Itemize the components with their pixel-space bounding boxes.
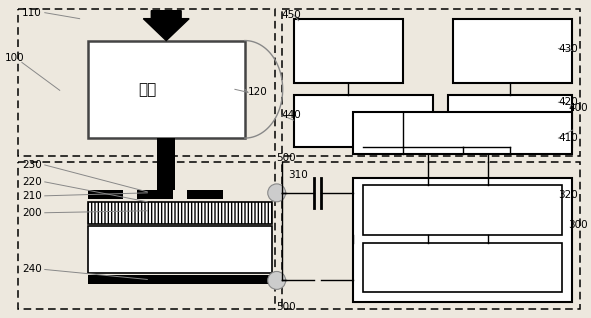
Text: 420: 420 (558, 97, 578, 107)
Text: 500: 500 (276, 302, 296, 312)
Bar (282, 9, 580, 156)
Text: 210: 210 (22, 191, 41, 201)
Bar (448, 95, 572, 147)
Bar (353, 112, 572, 154)
Circle shape (268, 184, 285, 202)
Bar (453, 19, 572, 83)
Bar (18, 162, 275, 309)
Text: 220: 220 (22, 177, 41, 187)
Text: 240: 240 (22, 265, 41, 274)
Bar (87, 226, 272, 273)
Text: 310: 310 (288, 170, 307, 180)
Bar (157, 162, 175, 190)
Text: 指尖: 指尖 (138, 82, 157, 97)
Text: 500: 500 (276, 153, 296, 163)
FancyArrow shape (144, 11, 189, 41)
Bar (294, 95, 433, 147)
Text: 300: 300 (569, 220, 588, 230)
Bar (363, 185, 563, 235)
Text: 110: 110 (22, 8, 41, 18)
Text: 320: 320 (558, 190, 578, 200)
Bar (87, 41, 245, 138)
Bar (18, 9, 275, 156)
Circle shape (268, 272, 285, 289)
Bar (187, 190, 223, 199)
Bar (137, 190, 173, 199)
Bar (294, 19, 403, 83)
Text: 230: 230 (22, 160, 41, 170)
Text: 120: 120 (248, 87, 268, 97)
Text: 410: 410 (558, 133, 578, 143)
Bar (363, 243, 563, 292)
Bar (87, 275, 272, 284)
Bar (157, 138, 175, 162)
Text: 430: 430 (558, 44, 578, 53)
Text: 100: 100 (5, 53, 25, 64)
Text: 450: 450 (282, 10, 301, 20)
Text: 440: 440 (282, 110, 301, 120)
Text: 400: 400 (569, 103, 588, 113)
Bar (282, 162, 580, 309)
Bar (353, 178, 572, 302)
Text: 200: 200 (22, 208, 41, 218)
Bar (87, 190, 124, 199)
Bar (87, 202, 272, 224)
